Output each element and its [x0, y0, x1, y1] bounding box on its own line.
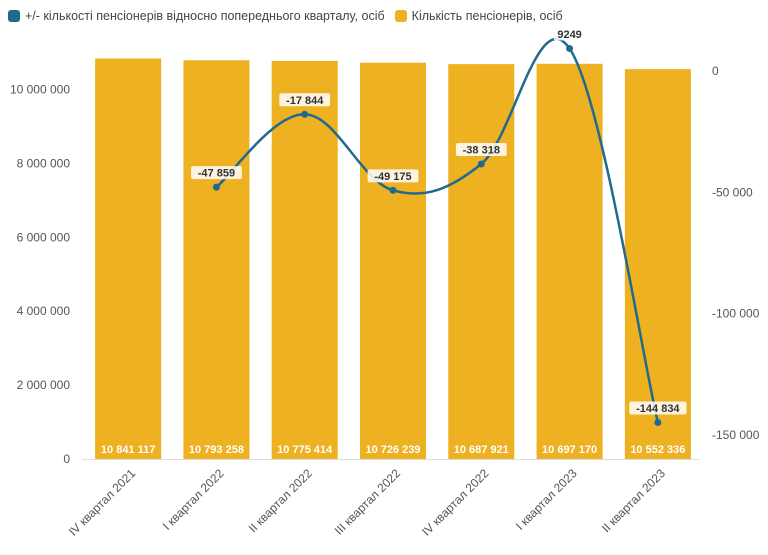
line-value-label: -144 834	[636, 403, 680, 415]
bar	[271, 60, 338, 459]
legend: +/- кількості пенсіонерів відносно попер…	[8, 9, 573, 23]
x-axis-tick-label: III квартал 2022	[332, 466, 404, 538]
line-label-background	[279, 93, 331, 107]
legend-item-bar[interactable]: Кількість пенсіонерів, осіб	[394, 9, 563, 23]
right-axis-tick-label: -100 000	[712, 307, 760, 321]
x-axis-tick-label: II квартал 2022	[246, 466, 315, 535]
line-value-label: -47 859	[198, 168, 235, 180]
line-label-background	[367, 169, 419, 183]
x-axis-tick-label: IV квартал 2022	[419, 466, 492, 539]
line-label-background	[455, 142, 507, 156]
line-point	[477, 160, 485, 168]
legend-item-line[interactable]: +/- кількості пенсіонерів відносно попер…	[8, 9, 385, 23]
bar-value-label: 10 726 239	[365, 444, 420, 456]
x-axis-tick-label: I квартал 2022	[160, 466, 227, 533]
bar	[95, 58, 162, 460]
line-value-label: -38 318	[463, 144, 500, 156]
legend-swatch-bar	[394, 10, 407, 22]
bar-value-label: 10 697 170	[542, 444, 597, 456]
line-point	[654, 418, 662, 426]
right-axis-tick-label: -150 000	[712, 428, 760, 442]
line-value-label: -17 844	[286, 95, 324, 107]
legend-label-bar: Кількість пенсіонерів, осіб	[411, 9, 563, 23]
left-axis-tick-label: 0	[63, 452, 70, 466]
line-value-label: -49 175	[374, 171, 411, 183]
bar	[183, 60, 250, 459]
bar	[360, 62, 426, 459]
line-label-background	[191, 166, 242, 180]
line-label-background	[553, 27, 586, 41]
bar-value-label: 10 841 117	[101, 444, 155, 456]
left-axis-tick-label: 10 000 000	[10, 83, 70, 97]
line-point	[566, 45, 574, 53]
bar	[536, 63, 603, 459]
legend-swatch-line	[8, 10, 20, 22]
x-axis-tick-label: IV квартал 2021	[66, 466, 139, 539]
bar	[624, 69, 691, 459]
left-axis-tick-label: 2 000 000	[17, 378, 71, 392]
bar-value-label: 10 775 414	[277, 444, 333, 456]
x-axis-tick-label: I квартал 2023	[513, 466, 580, 533]
right-axis-tick-label: 0	[712, 64, 719, 78]
legend-label-line: +/- кількості пенсіонерів відносно попер…	[25, 9, 385, 23]
line-point	[389, 186, 397, 194]
x-axis-tick-label: II квартал 2023	[599, 466, 668, 535]
bar-value-label: 10 552 336	[630, 444, 685, 456]
right-axis-tick-label: -50 000	[712, 185, 753, 199]
line-point	[212, 183, 220, 191]
bar-value-label: 10 687 921	[454, 444, 509, 456]
left-axis-tick-label: 4 000 000	[17, 304, 71, 318]
line-value-label: 9249	[557, 29, 581, 41]
line-label-background	[629, 401, 687, 415]
bar-value-label: 10 793 258	[189, 444, 244, 456]
line-point	[301, 110, 309, 118]
left-axis-tick-label: 8 000 000	[17, 156, 71, 170]
bar	[448, 64, 515, 460]
left-axis-tick-label: 6 000 000	[17, 230, 71, 244]
